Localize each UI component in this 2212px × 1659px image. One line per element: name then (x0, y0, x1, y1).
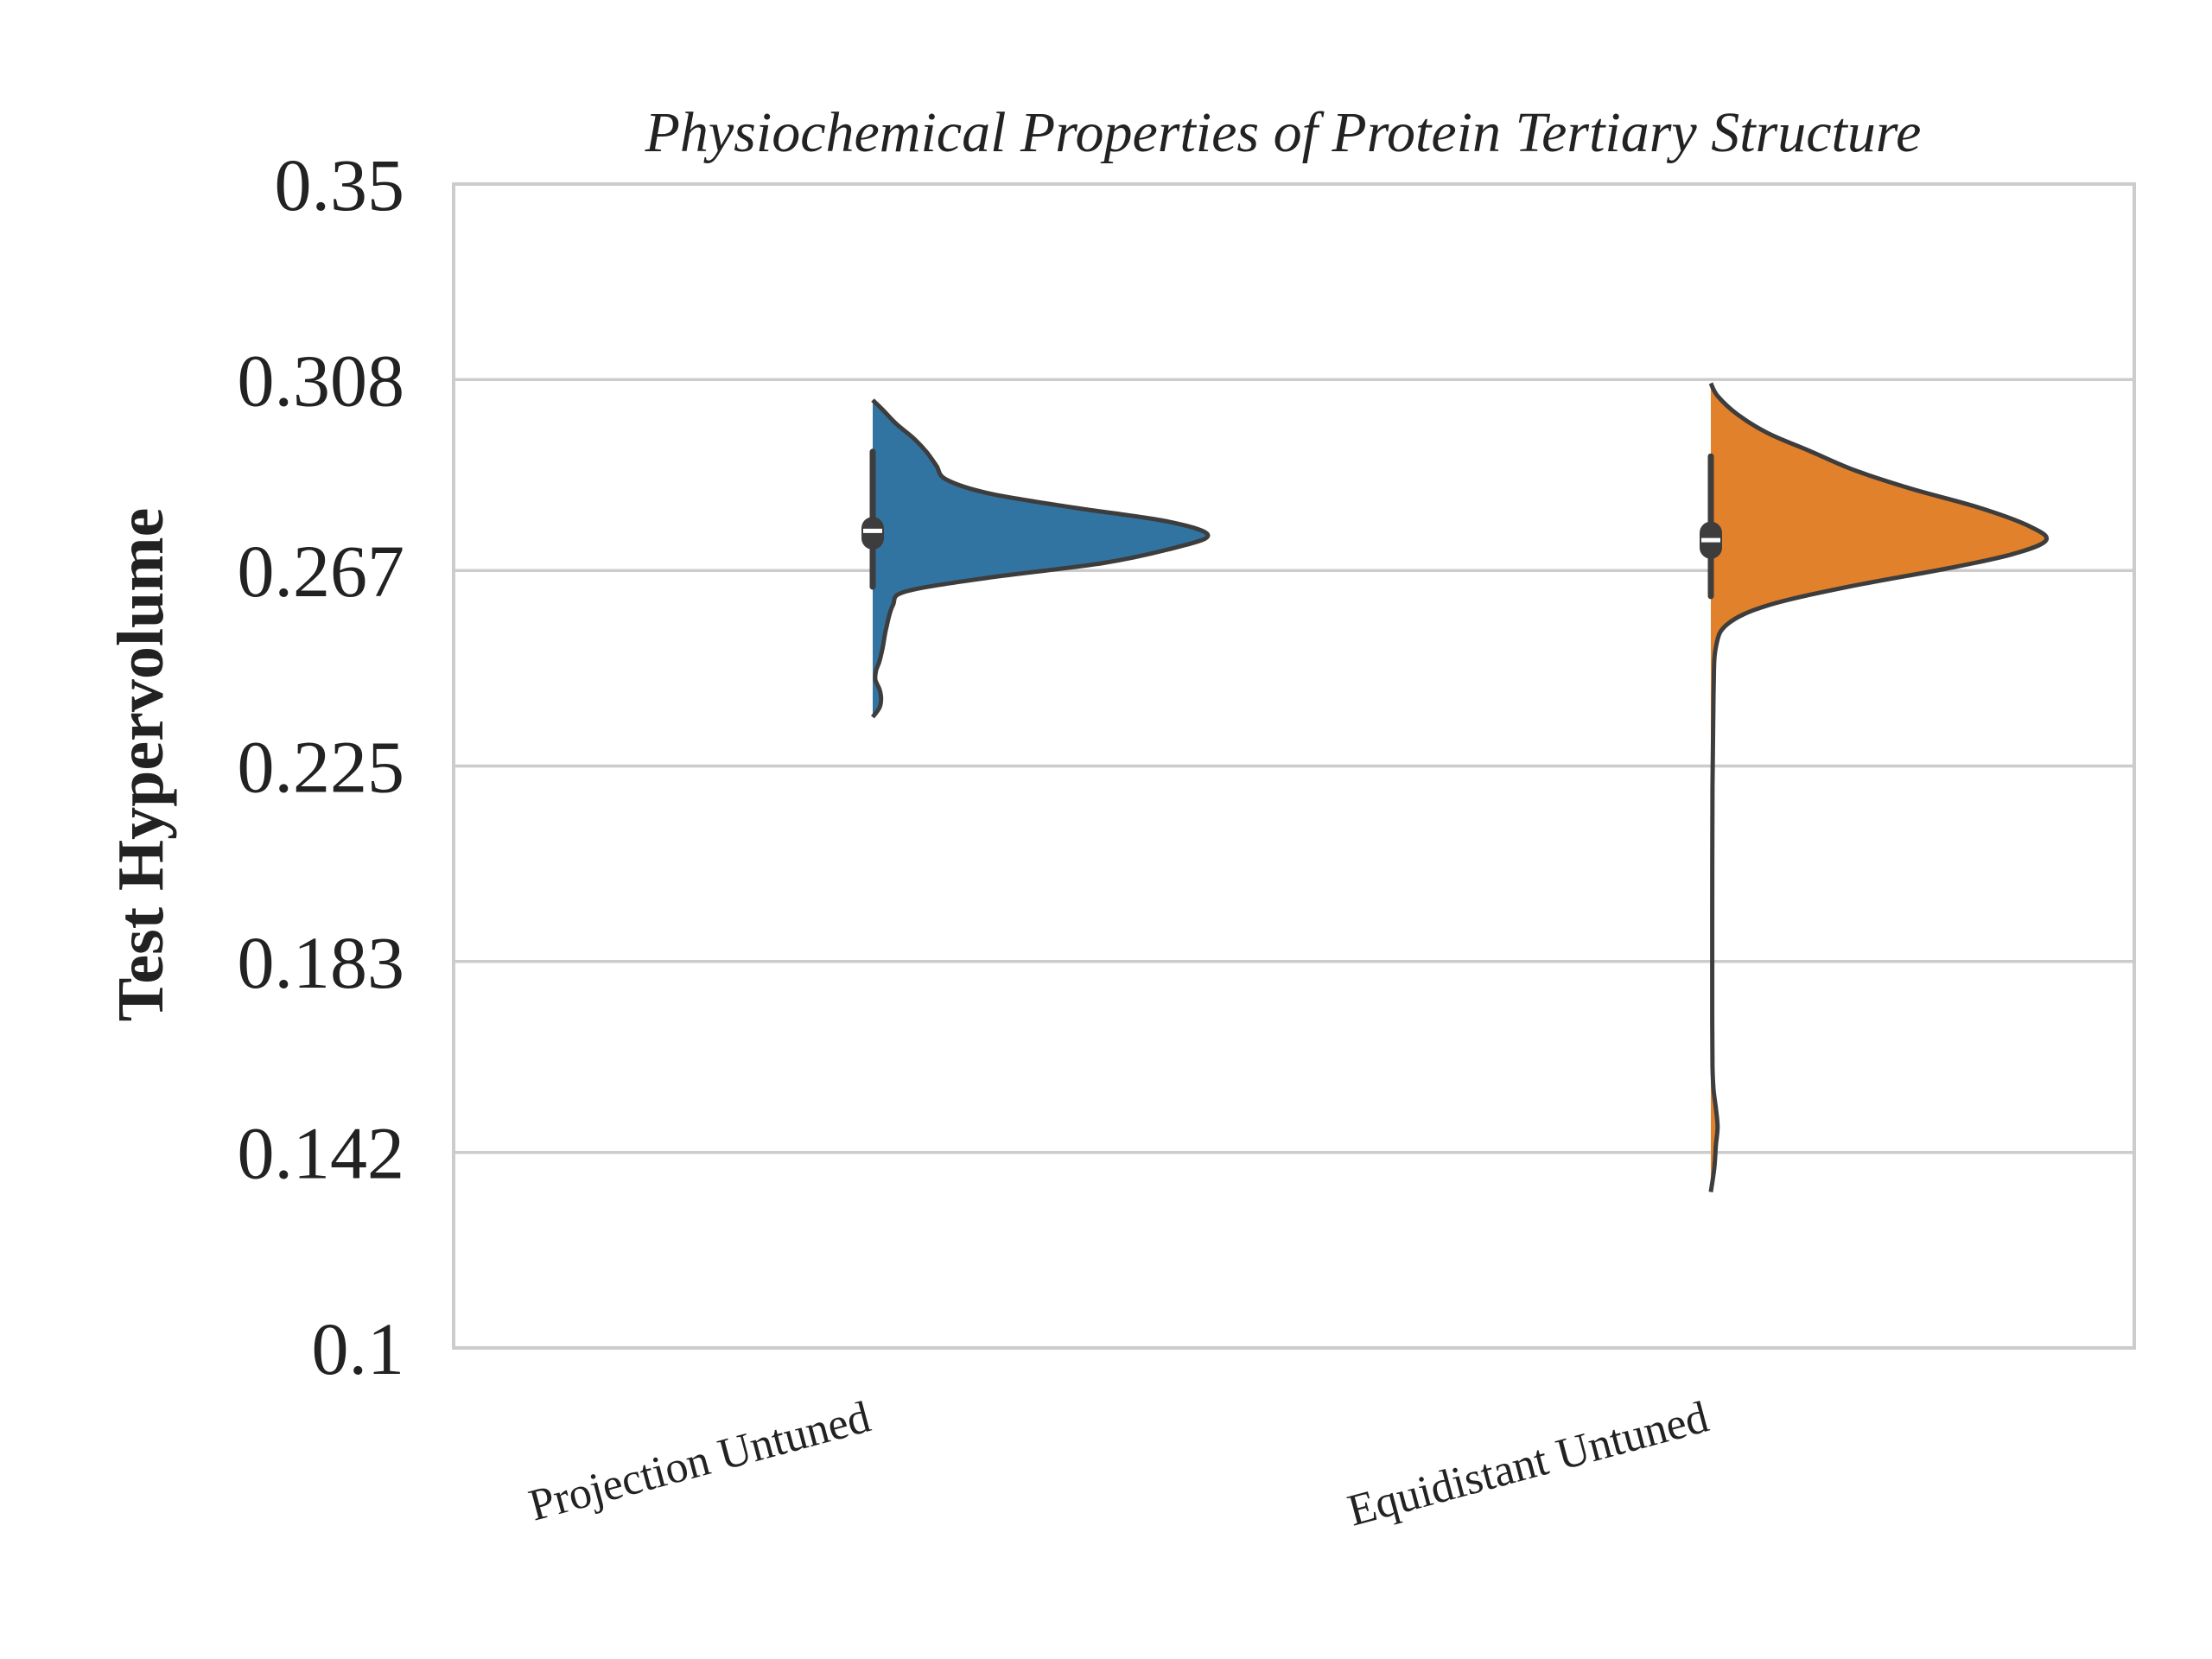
y-tick-label: 0.183 (238, 921, 405, 1004)
chart-title: Physiochemical Properties of Protein Ter… (645, 101, 1922, 164)
x-tick-label: Projection Untuned (524, 1393, 875, 1531)
y-tick-label: 0.308 (238, 339, 405, 422)
plot-frame (452, 182, 2136, 1350)
violin-body (1708, 382, 2050, 1192)
violin-body (870, 398, 1211, 719)
y-axis-ticks: 0.1 0.142 0.183 0.225 0.267 0.308 0.35 (238, 143, 405, 1390)
y-tick-label: 0.225 (238, 726, 405, 809)
violin-iqr-box (861, 517, 884, 550)
violins (861, 382, 2050, 1192)
violin-group (1700, 382, 2050, 1192)
x-axis-ticks: Projection Untuned Equidistant Untuned (524, 1393, 1713, 1536)
y-tick-label: 0.267 (238, 530, 405, 613)
violin-group (861, 398, 1211, 719)
x-tick-label: Equidistant Untuned (1343, 1393, 1713, 1536)
y-tick-label: 0.1 (312, 1307, 405, 1390)
y-tick-label: 0.35 (275, 143, 405, 226)
y-tick-label: 0.142 (238, 1112, 405, 1195)
y-axis-label: Test Hypervolume (105, 508, 177, 1022)
